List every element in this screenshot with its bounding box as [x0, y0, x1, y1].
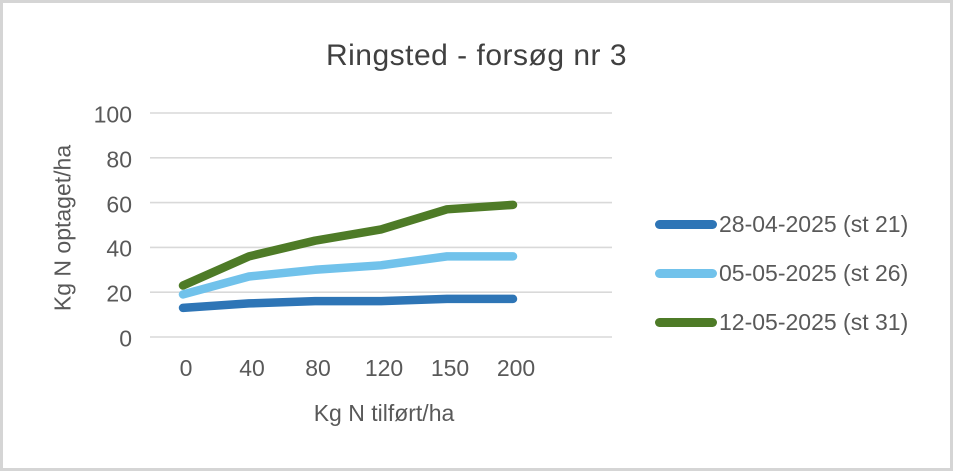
series-line-2 [178, 200, 518, 290]
y-tick-label-100: 100 [93, 101, 132, 128]
legend-label: 12-05-2025 (st 31) [719, 308, 909, 335]
legend-item-2: 12-05-2025 (st 31) [655, 306, 908, 338]
legend-label: 28-04-2025 (st 21) [719, 210, 909, 237]
x-tick-label-80: 80 [305, 355, 331, 381]
legend-label: 05-05-2025 (st 26) [719, 259, 909, 286]
x-tick-label-200: 200 [496, 355, 536, 381]
series-line-0 [178, 294, 518, 313]
legend-swatch-icon [655, 317, 717, 327]
y-tick-label-20: 20 [106, 280, 132, 307]
plot-area [150, 112, 612, 338]
y-tick-label-40: 40 [106, 236, 132, 263]
x-tick-label-120: 120 [364, 355, 404, 381]
x-tick-label-150: 150 [430, 355, 470, 381]
x-axis-title: Kg N tilført/ha [313, 400, 455, 426]
legend-item-0: 28-04-2025 (st 21) [655, 208, 908, 240]
y-tick-label-60: 60 [106, 191, 132, 218]
chart-title: Ringsted - forsøg nr 3 [325, 39, 628, 72]
x-tick-label-40: 40 [239, 355, 265, 381]
legend-swatch-icon [655, 219, 717, 229]
x-tick-label-0: 0 [179, 355, 193, 381]
legend-item-1: 05-05-2025 (st 26) [655, 257, 908, 289]
legend-swatch-icon [655, 268, 717, 278]
series-line-1 [178, 252, 518, 299]
y-tick-label-0: 0 [119, 325, 132, 352]
y-tick-label-80: 80 [106, 146, 132, 173]
